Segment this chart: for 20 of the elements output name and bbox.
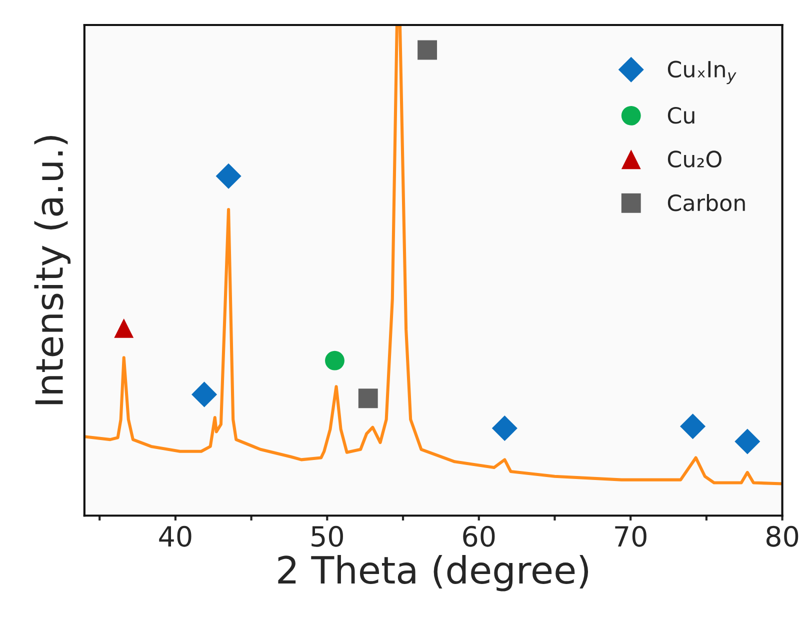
point [114,318,134,338]
x-tick-label: 40 [159,526,192,547]
x-tick-label: 80 [766,526,798,547]
x-tick-label: 70 [615,526,646,547]
point [492,416,518,442]
point [418,40,438,60]
legend-label: Cu₂O [668,150,722,168]
legend-label: Carbon [668,194,745,212]
point [358,388,378,408]
legend-label: Cu [668,106,694,124]
x-tick-label: 60 [463,526,495,547]
point [680,414,706,440]
point [192,382,218,408]
x-tick-label: 50 [312,526,343,547]
legend-label: CuₓIn$_{y}$ [668,60,736,84]
y-axis-title: Intensity (a.u.) [34,136,71,404]
point [325,350,344,370]
x-axis-title: 2 Theta (degree) [278,555,588,592]
point [216,163,242,189]
point [734,428,760,454]
